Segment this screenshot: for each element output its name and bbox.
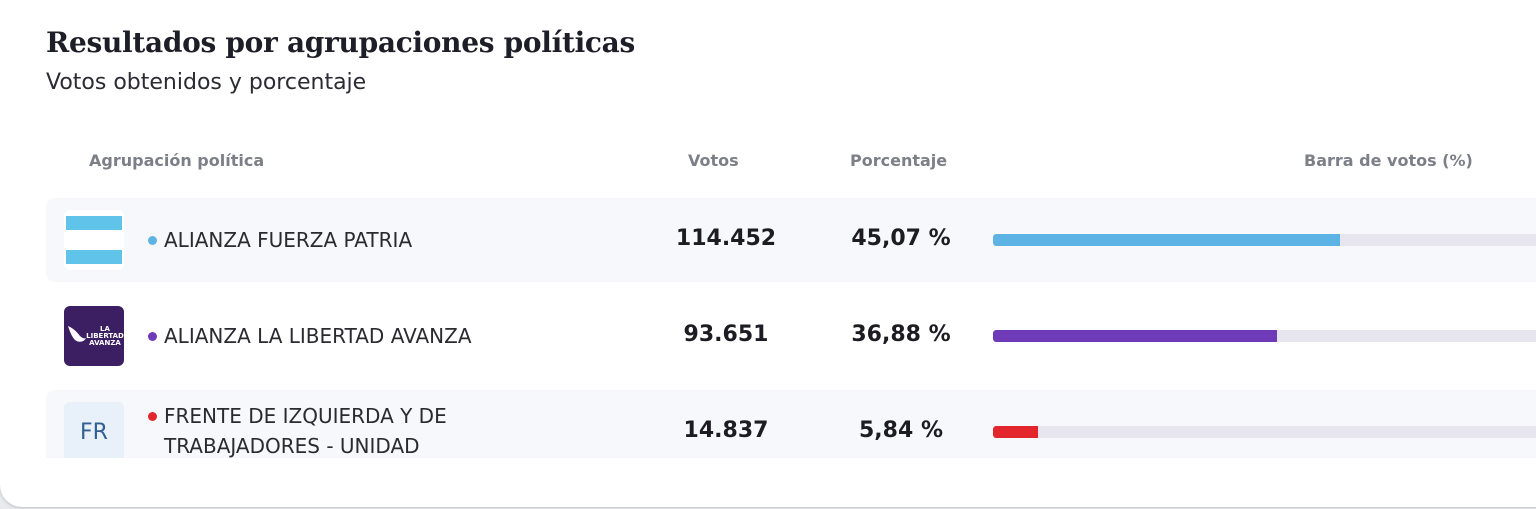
vote-bar-fill [993, 330, 1277, 342]
vote-bar-fill [993, 234, 1341, 246]
vote-bar-track [993, 330, 1536, 342]
percent-value: 5,84 % [859, 418, 943, 443]
eagle-icon [68, 326, 86, 342]
la-libertad-avanza-logo: LA LIBERTAD AVANZA [64, 306, 124, 366]
table-body: ALIANZA FUERZA PATRIA 114.452 45,07 % LA… [46, 198, 1536, 458]
table-row[interactable]: ALIANZA FUERZA PATRIA 114.452 45,07 % [46, 198, 1536, 282]
column-header-bar: Barra de votos (%) [1304, 151, 1473, 170]
column-header-party: Agrupación política [89, 151, 265, 170]
table-row[interactable]: LA LIBERTAD AVANZA ALIANZA LA LIBERTAD A… [46, 294, 1536, 378]
party-color-dot [148, 412, 157, 421]
column-header-percent: Porcentaje [850, 151, 948, 170]
votes-value: 14.837 [683, 418, 769, 443]
party-name: FRENTE DE IZQUIERDA Y DE TRABAJADORES - … [164, 404, 447, 458]
votes-value: 93.651 [683, 322, 769, 347]
votes-value: 114.452 [675, 226, 777, 251]
vote-bar-fill [993, 426, 1038, 438]
percent-value: 45,07 % [851, 226, 951, 251]
party-color-dot [148, 332, 157, 341]
percent-value: 36,88 % [851, 322, 951, 347]
party-name: ALIANZA LA LIBERTAD AVANZA [164, 324, 472, 348]
vote-bar-track [993, 234, 1536, 246]
card-subtitle: Votos obtenidos y porcentaje [46, 70, 367, 95]
party-name: ALIANZA FUERZA PATRIA [164, 228, 413, 252]
party-color-dot [148, 236, 157, 245]
card-title: Resultados por agrupaciones políticas [46, 26, 635, 59]
column-header-votes: Votos [688, 151, 739, 170]
initials-avatar: FR [64, 402, 124, 458]
vote-bar-track [993, 426, 1536, 438]
table-row[interactable]: FR FRENTE DE IZQUIERDA Y DE TRABAJADORES… [46, 390, 1536, 458]
logo-text: LA LIBERTAD AVANZA [86, 325, 124, 347]
argentina-flag-icon [64, 210, 124, 270]
